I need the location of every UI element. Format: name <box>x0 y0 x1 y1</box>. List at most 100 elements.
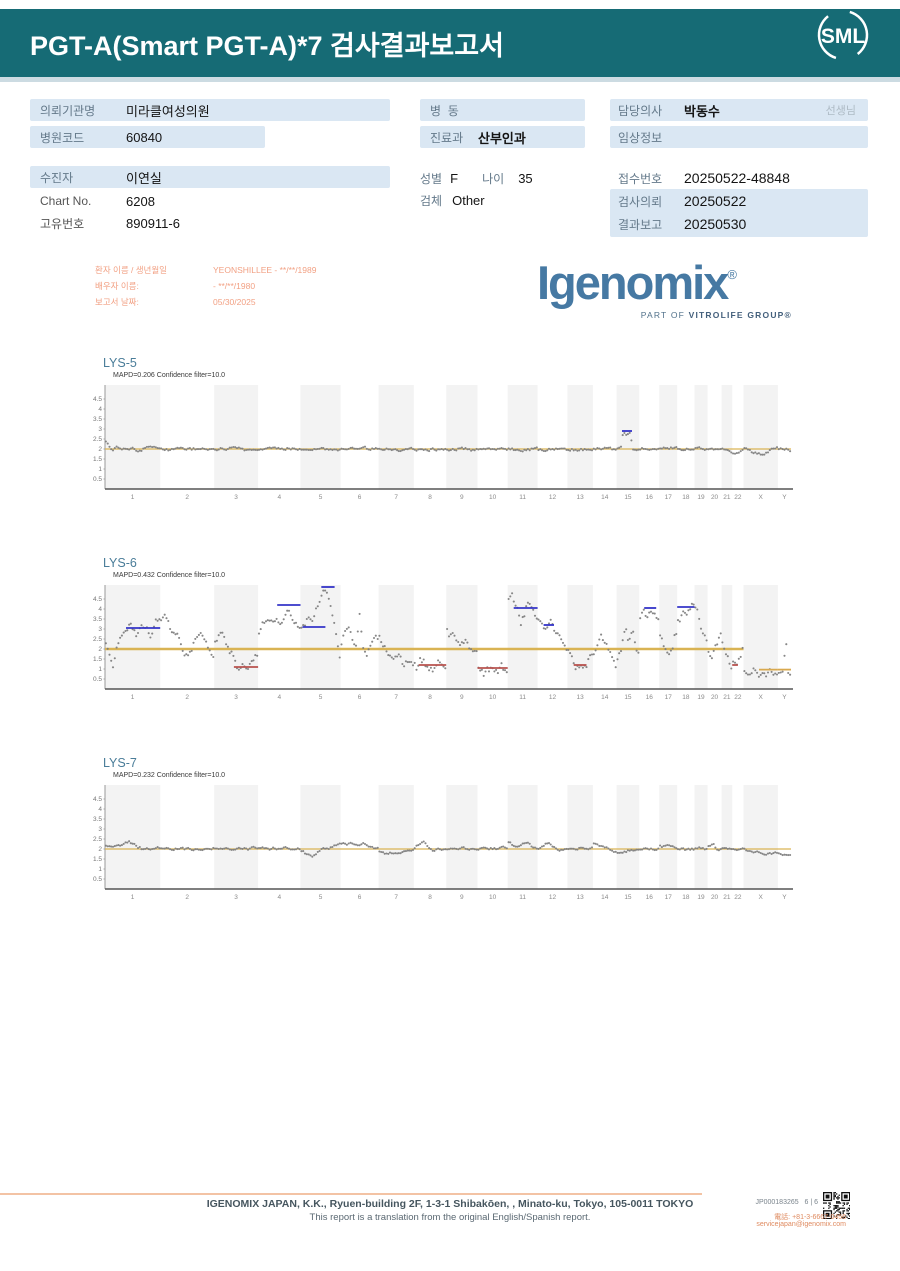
svg-text:12: 12 <box>549 894 557 901</box>
chart-lys-5-subtitle: MAPD=0.206 Confidence filter=10.0 <box>113 372 226 379</box>
svg-text:21: 21 <box>723 494 731 501</box>
igenomix-tagline: PART OF VITROLIFE GROUP® <box>640 310 792 320</box>
field-patient: 수진자 이연실 <box>30 166 390 188</box>
svg-text:13: 13 <box>577 494 585 501</box>
svg-text:1: 1 <box>131 694 135 701</box>
field-receipt: 접수번호 20250522-48848 <box>610 167 868 189</box>
chart-svg: 0.511.522.533.544.51 2 3 4 5 6 7 8 9 10 11 12 13 14 15… <box>93 785 793 901</box>
field-ward-label: 병 동 <box>430 103 459 118</box>
svg-text:3: 3 <box>98 426 102 433</box>
y-axis-labels: 0.5 1 1.5 2 2.5 3 3.5 4 4.5 <box>93 796 102 883</box>
footer-page-number: 6 | 6 <box>804 1199 819 1206</box>
svg-text:1.5: 1.5 <box>93 856 102 863</box>
field-hospital-code: 병원코드 60840 <box>30 126 265 148</box>
svg-text:0.5: 0.5 <box>93 676 102 683</box>
svg-text:17: 17 <box>665 694 673 701</box>
chart-lys-7-plot: 0.5 1 1.5 2 2.5 3 3.5 4 4.5 1 2 3 4 5 6 7 8 9 10 11 12 13 14 15… <box>85 781 805 912</box>
svg-text:Y: Y <box>782 694 787 701</box>
chart-svg: 0.511.522.533.544.51 2 3 4 5 6 7 8 9 10 11 12 13 14 15… <box>93 385 793 501</box>
patient-name-row: 환자 이름 / 생년월일 YEONSHILLEE - **/**/1989 <box>95 262 316 278</box>
footer-divider <box>0 1193 702 1195</box>
field-request: 검사의뢰 20250522 <box>610 190 868 212</box>
svg-text:9: 9 <box>460 694 464 701</box>
svg-text:2: 2 <box>98 646 102 653</box>
field-unique-no-label: 고유번호 <box>40 216 85 231</box>
svg-text:18: 18 <box>682 694 690 701</box>
chart-svg: 0.511.522.533.544.51 2 3 4 5 6 7 8 9 10 11 12 13 14 15… <box>93 585 793 701</box>
igenomix-logo-text: Igenomix <box>537 256 729 309</box>
svg-text:7: 7 <box>394 694 398 701</box>
footer-phone: 電話: +81-3-6667-0456 <box>774 1214 846 1221</box>
svg-text:19: 19 <box>697 894 705 901</box>
svg-text:13: 13 <box>577 894 585 901</box>
svg-text:14: 14 <box>601 694 609 701</box>
svg-text:3.5: 3.5 <box>93 416 102 423</box>
chromosome-bands <box>105 385 778 489</box>
svg-text:8: 8 <box>428 894 432 901</box>
svg-text:2.5: 2.5 <box>93 636 102 643</box>
field-doctor-label: 담당의사 <box>618 103 663 118</box>
footer-text: IGENOMIX JAPAN, K.K., Ryuen-building 2F,… <box>110 1197 790 1225</box>
field-chart-no-label: Chart No. <box>40 194 92 208</box>
scatter-points <box>104 589 792 678</box>
field-doctor-suffix: 선생님 <box>825 105 856 117</box>
report-date-label: 보고서 날짜: <box>95 297 139 307</box>
scatter-points <box>104 431 792 456</box>
svg-text:19: 19 <box>697 694 705 701</box>
field-age-value: 35 <box>518 170 533 186</box>
chart-lys-6: LYS-6 MAPD=0.432 Confidence filter=10.0 … <box>85 556 805 714</box>
field-chart-no-value: 6208 <box>126 193 155 209</box>
svg-text:5: 5 <box>319 694 323 701</box>
svg-text:0.5: 0.5 <box>93 476 102 483</box>
chart-lys-6-subtitle: MAPD=0.432 Confidence filter=10.0 <box>113 572 226 579</box>
field-specimen: 검체 Other <box>420 189 600 211</box>
svg-text:17: 17 <box>665 894 673 901</box>
svg-text:3: 3 <box>234 494 238 501</box>
field-dept: 진료과 산부인과 <box>420 126 585 148</box>
field-dates-block: 검사의뢰 20250522 결과보고 20250530 <box>610 189 868 237</box>
svg-text:6: 6 <box>358 494 362 501</box>
svg-text:7: 7 <box>394 494 398 501</box>
svg-text:14: 14 <box>601 494 609 501</box>
svg-text:22: 22 <box>734 694 742 701</box>
igenomix-patient-block: 환자 이름 / 생년월일 YEONSHILLEE - **/**/1989 배우… <box>95 262 316 310</box>
field-receipt-value: 20250522-48848 <box>684 170 790 186</box>
igenomix-logo: Igenomix® PART OF VITROLIFE GROUP® <box>537 256 792 321</box>
svg-text:14: 14 <box>601 894 609 901</box>
svg-text:7: 7 <box>394 894 398 901</box>
svg-text:16: 16 <box>646 694 654 701</box>
svg-text:0.5: 0.5 <box>93 876 102 883</box>
svg-text:2: 2 <box>98 846 102 853</box>
svg-text:10: 10 <box>489 894 497 901</box>
field-hospital-code-label: 병원코드 <box>40 130 85 145</box>
svg-text:1: 1 <box>98 866 102 873</box>
svg-text:2.5: 2.5 <box>93 436 102 443</box>
svg-text:3: 3 <box>234 694 238 701</box>
svg-text:4: 4 <box>277 894 281 901</box>
field-clinical: 임상정보 <box>610 126 868 148</box>
svg-text:3.5: 3.5 <box>93 616 102 623</box>
report-date-row: 보고서 날짜: 05/30/2025 <box>95 294 316 310</box>
field-unique-no: 고유번호 890911-6 <box>30 212 390 234</box>
svg-text:6: 6 <box>358 694 362 701</box>
svg-text:Y: Y <box>782 494 787 501</box>
x-axis-labels: 1 2 3 4 5 6 7 8 9 10 11 12 13 14 15 16 17 18 19 20 21 22 X Y <box>131 694 787 701</box>
patient-name-label: 환자 이름 / 생년월일 <box>95 265 168 275</box>
svg-text:10: 10 <box>489 694 497 701</box>
field-sex-value: F <box>450 170 459 186</box>
svg-text:2: 2 <box>98 446 102 453</box>
svg-text:16: 16 <box>646 894 654 901</box>
svg-text:16: 16 <box>646 494 654 501</box>
footer-email-link[interactable]: servicejapan@igenomix.com <box>756 1221 846 1228</box>
field-age-label: 나이 <box>482 171 505 186</box>
svg-text:11: 11 <box>519 894 526 901</box>
field-doctor: 담당의사 박동수 선생님 <box>610 99 868 121</box>
svg-text:9: 9 <box>460 494 464 501</box>
svg-text:4: 4 <box>277 694 281 701</box>
svg-text:6: 6 <box>358 894 362 901</box>
svg-text:2: 2 <box>185 894 189 901</box>
svg-text:15: 15 <box>624 494 632 501</box>
svg-text:X: X <box>759 894 764 901</box>
svg-text:4.5: 4.5 <box>93 396 102 403</box>
chart-lys-6-plot: 0.5 1 1.5 2 2.5 3 3.5 4 4.5 1 2 3 4 5 6 7 8 9 10 11 12 13 14 15… <box>85 581 805 712</box>
